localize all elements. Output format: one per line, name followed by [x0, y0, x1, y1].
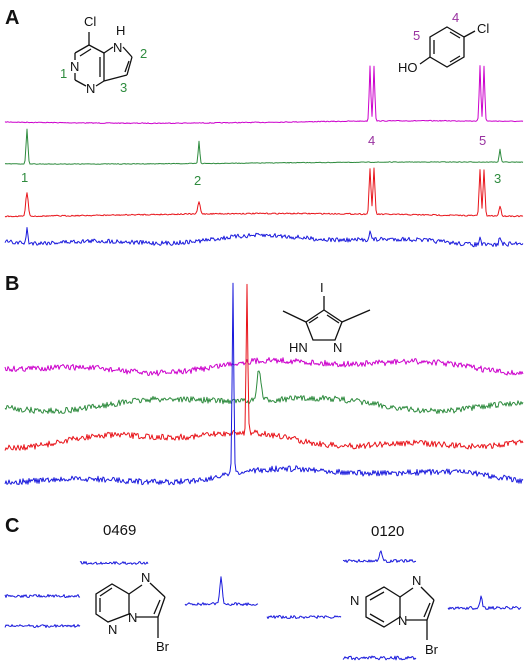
- spectrum-a-blue: [4, 227, 524, 248]
- position-2-label: 2: [140, 46, 147, 61]
- panel-letter-b: B: [5, 273, 19, 295]
- mini-spectrum-c8: [342, 655, 417, 661]
- imidazole-n-label: N: [141, 570, 150, 585]
- ring-position-4-label: 4: [452, 10, 459, 25]
- panel-letter-c: C: [5, 515, 19, 537]
- mini-spectrum-c5: [342, 550, 417, 563]
- pyrazine-n-label: N: [350, 593, 359, 608]
- bromine-label-0469: Br: [156, 639, 170, 654]
- compound-code-0469: 0469: [103, 522, 136, 539]
- pyrazine-imidazole-n-label: N: [412, 573, 421, 588]
- mini-spectrum-c3: [4, 624, 81, 628]
- pyrazole-n-label: N: [333, 340, 342, 355]
- pyrazine-bridgehead-n-label: N: [398, 613, 407, 628]
- spectrum-b-magenta: [4, 357, 524, 377]
- bridgehead-n-label: N: [128, 610, 137, 625]
- pyridazine-n-label: N: [108, 622, 117, 637]
- mini-spectrum-c7: [447, 595, 522, 610]
- chlorophenol-structure: Cl HO 4 5: [398, 10, 489, 75]
- bromo-imidazopyridazine-structure: N N N Br: [95, 570, 170, 654]
- spectrum-a-magenta: [4, 65, 524, 125]
- spectrum-b-red: [4, 283, 524, 451]
- pyrazole-hn-label: HN: [289, 340, 308, 355]
- bromo-imidazopyrazine-structure: N N N Br: [350, 573, 439, 657]
- mini-spectrum-c2: [4, 594, 81, 598]
- compound-code-0120: 0120: [371, 523, 404, 540]
- mini-spectrum-c4: [184, 576, 259, 606]
- pyrrole-nitrogen-label: N: [113, 40, 122, 55]
- spectrum-b-green: [4, 370, 524, 415]
- mini-spectrum-c6: [266, 615, 342, 619]
- peak-label-3: 3: [494, 171, 501, 186]
- peak-label-2: 2: [194, 173, 201, 188]
- nitrogen-label-bottom: N: [86, 81, 95, 96]
- peak-label-4: 4: [368, 133, 375, 148]
- hydroxyl-label: HO: [398, 60, 418, 75]
- peak-label-1: 1: [21, 170, 28, 185]
- peak-label-5: 5: [479, 133, 486, 148]
- spectrum-a-green: [4, 128, 524, 165]
- pyrrole-hydrogen-label: H: [116, 23, 125, 38]
- iodopyrazole-structure: I HN N: [282, 280, 371, 355]
- panel-letter-a: A: [5, 7, 19, 29]
- bromine-label-0120: Br: [425, 642, 439, 657]
- position-1-label: 1: [60, 66, 67, 81]
- spectrum-a-red: [4, 167, 524, 218]
- position-3-label: 3: [120, 80, 127, 95]
- nitrogen-label-top: N: [70, 59, 79, 74]
- ring-position-5-label: 5: [413, 28, 420, 43]
- pyrrolopyrimidine-structure: Cl N N N H 1 2 3: [60, 14, 147, 96]
- mini-spectrum-c1: [79, 561, 149, 565]
- spectrum-b-blue: [4, 282, 524, 486]
- iodine-label: I: [320, 280, 324, 295]
- chlorophenol-chlorine-label: Cl: [477, 21, 489, 36]
- chlorine-label: Cl: [84, 14, 96, 29]
